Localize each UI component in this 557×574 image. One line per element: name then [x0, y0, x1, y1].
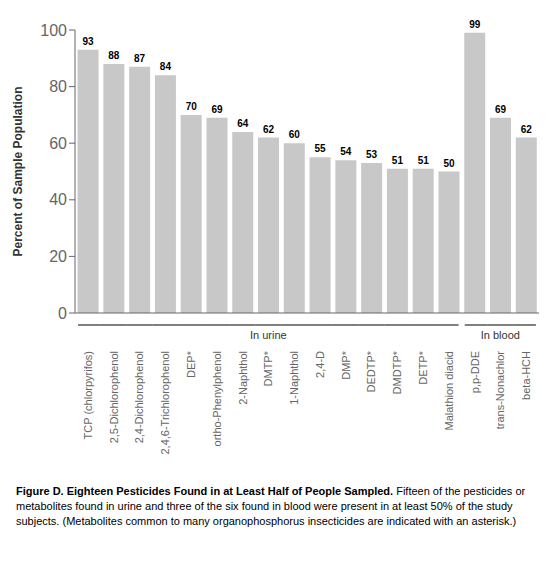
svg-text:DMDTP*: DMDTP*: [391, 350, 403, 394]
svg-text:64: 64: [237, 118, 249, 129]
svg-text:beta-HCH: beta-HCH: [520, 351, 532, 400]
svg-text:DEDTP*: DEDTP*: [365, 350, 377, 392]
svg-text:20: 20: [49, 248, 67, 265]
svg-text:88: 88: [108, 50, 120, 61]
svg-text:50: 50: [443, 158, 455, 169]
svg-text:84: 84: [160, 61, 172, 72]
svg-text:ortho-Phenylphenol: ortho-Phenylphenol: [211, 351, 223, 446]
svg-text:40: 40: [49, 191, 67, 208]
svg-text:69: 69: [211, 104, 223, 115]
svg-text:2,4-D: 2,4-D: [314, 351, 326, 378]
svg-text:100: 100: [40, 22, 67, 39]
svg-text:DEP*: DEP*: [185, 350, 197, 378]
svg-text:In urine: In urine: [250, 329, 287, 341]
svg-text:trans-Nonachlor: trans-Nonachlor: [494, 351, 506, 430]
svg-text:Malathion diacid: Malathion diacid: [443, 351, 455, 431]
svg-text:62: 62: [263, 124, 275, 135]
svg-text:0: 0: [58, 305, 67, 322]
svg-text:53: 53: [366, 149, 378, 160]
svg-text:54: 54: [340, 146, 352, 157]
svg-text:60: 60: [289, 129, 301, 140]
svg-text:2-Naphthol: 2-Naphthol: [237, 351, 249, 405]
svg-text:51: 51: [392, 155, 404, 166]
svg-text:Percent of Sample Population: Percent of Sample Population: [11, 86, 25, 256]
svg-text:TCP (chlorpyrifos): TCP (chlorpyrifos): [82, 351, 94, 439]
svg-text:62: 62: [521, 124, 533, 135]
svg-text:99: 99: [469, 19, 481, 30]
svg-text:70: 70: [186, 101, 198, 112]
svg-text:69: 69: [495, 104, 507, 115]
svg-text:87: 87: [134, 53, 146, 64]
svg-text:1-Naphthol: 1-Naphthol: [288, 351, 300, 405]
svg-text:2,5-Dichlorophenol: 2,5-Dichlorophenol: [108, 351, 120, 443]
svg-text:DMTP*: DMTP*: [262, 350, 274, 386]
svg-text:51: 51: [418, 155, 430, 166]
svg-text:DETP*: DETP*: [417, 350, 429, 384]
svg-text:2,4,6-Trichlorophenol: 2,4,6-Trichlorophenol: [159, 351, 171, 455]
svg-text:p,p-DDE: p,p-DDE: [469, 351, 481, 393]
svg-text:DMP*: DMP*: [340, 350, 352, 379]
svg-text:80: 80: [49, 78, 67, 95]
svg-text:In blood: In blood: [481, 329, 520, 341]
svg-text:60: 60: [49, 135, 67, 152]
svg-text:55: 55: [315, 143, 327, 154]
svg-text:2,4-Dichlorophenol: 2,4-Dichlorophenol: [133, 351, 145, 443]
svg-text:93: 93: [83, 36, 95, 47]
html-text:Figure D. Eighteen Pesticides: Figure D. Eighteen Pesticides Found in a…: [16, 485, 526, 527]
